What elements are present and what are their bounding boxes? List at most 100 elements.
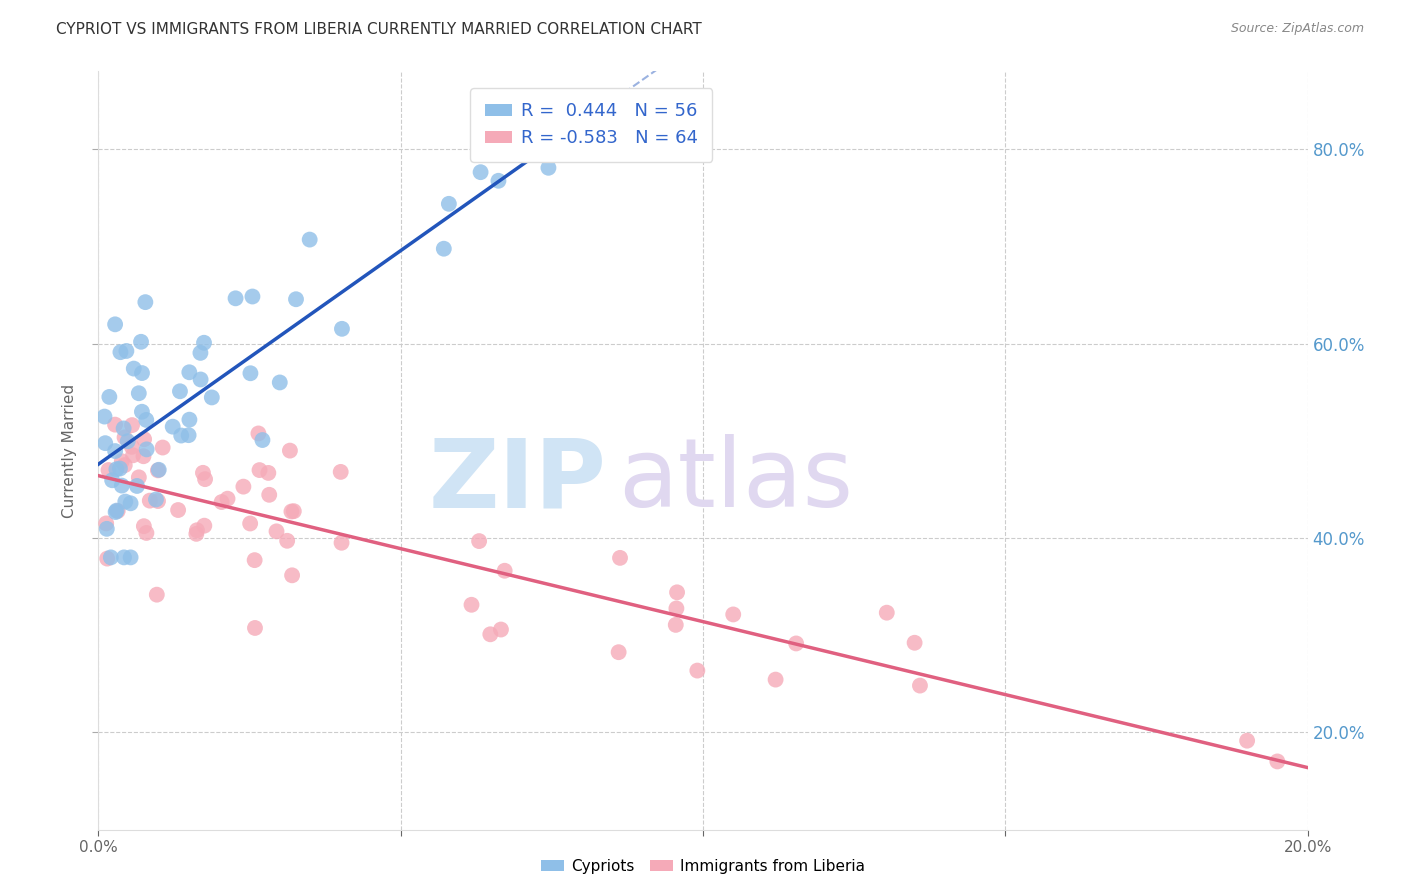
Point — [437, 196, 460, 211]
Point — [135, 413, 157, 427]
Point — [607, 645, 630, 659]
Point — [247, 426, 270, 441]
Point — [217, 491, 239, 506]
Point — [169, 384, 191, 399]
Point — [285, 292, 308, 306]
Point — [201, 391, 224, 405]
Point — [243, 553, 266, 567]
Point — [110, 345, 132, 359]
Point — [162, 419, 184, 434]
Point — [252, 433, 274, 447]
Y-axis label: Currently Married: Currently Married — [62, 384, 77, 517]
Point — [111, 454, 134, 468]
Point — [98, 390, 121, 404]
Point — [111, 478, 134, 492]
Point — [537, 161, 560, 175]
Point — [330, 535, 353, 549]
Point — [120, 496, 142, 510]
Point — [132, 432, 155, 446]
Point — [686, 664, 709, 678]
Point — [122, 361, 145, 376]
Point — [148, 463, 170, 477]
Point — [785, 636, 807, 650]
Point — [242, 289, 264, 303]
Point — [249, 463, 271, 477]
Point — [104, 417, 127, 432]
Point — [97, 463, 120, 477]
Text: ZIP: ZIP — [429, 434, 606, 527]
Point — [665, 601, 688, 615]
Point — [666, 585, 689, 599]
Point — [280, 504, 302, 518]
Point — [114, 494, 136, 508]
Legend: R =  0.444   N = 56, R = -0.583   N = 64: R = 0.444 N = 56, R = -0.583 N = 64 — [470, 88, 713, 161]
Point — [904, 636, 927, 650]
Point — [114, 430, 136, 444]
Point — [104, 318, 127, 332]
Point — [152, 441, 174, 455]
Point — [179, 412, 201, 426]
Point — [239, 516, 262, 531]
Point — [104, 444, 127, 458]
Point — [93, 409, 115, 424]
Point — [146, 588, 169, 602]
Point — [298, 233, 321, 247]
Point — [179, 365, 201, 379]
Point — [128, 470, 150, 484]
Point — [132, 519, 155, 533]
Point — [433, 242, 456, 256]
Point — [167, 503, 190, 517]
Text: atlas: atlas — [619, 434, 853, 527]
Point — [101, 473, 124, 487]
Point — [225, 291, 247, 305]
Text: CYPRIOT VS IMMIGRANTS FROM LIBERIA CURRENTLY MARRIED CORRELATION CHART: CYPRIOT VS IMMIGRANTS FROM LIBERIA CURRE… — [56, 22, 702, 37]
Point — [194, 472, 217, 486]
Point — [190, 346, 212, 360]
Point — [96, 551, 118, 566]
Point — [129, 334, 152, 349]
Point — [257, 488, 280, 502]
Point — [120, 550, 142, 565]
Point — [131, 405, 153, 419]
Point — [488, 174, 510, 188]
Text: Source: ZipAtlas.com: Source: ZipAtlas.com — [1230, 22, 1364, 36]
Point — [460, 598, 482, 612]
Point — [190, 372, 212, 386]
Point — [191, 466, 214, 480]
Point — [107, 504, 129, 518]
Point — [170, 428, 193, 442]
Point — [139, 493, 162, 508]
Point — [112, 550, 135, 565]
Point — [117, 434, 139, 449]
Point — [108, 461, 131, 475]
Point — [105, 462, 128, 476]
Point — [723, 607, 745, 622]
Point — [908, 679, 931, 693]
Point — [1267, 755, 1289, 769]
Point — [1236, 733, 1258, 747]
Point — [100, 550, 122, 565]
Point — [122, 448, 145, 462]
Point — [146, 494, 169, 508]
Point — [121, 418, 143, 433]
Point — [479, 627, 502, 641]
Point — [131, 366, 153, 380]
Point — [609, 550, 631, 565]
Point — [765, 673, 787, 687]
Point — [128, 386, 150, 401]
Point — [489, 623, 512, 637]
Point — [135, 525, 157, 540]
Point — [121, 440, 143, 454]
Point — [281, 568, 304, 582]
Point — [94, 436, 117, 450]
Point — [104, 505, 127, 519]
Point — [330, 322, 353, 336]
Point — [186, 526, 208, 541]
Point — [145, 492, 167, 507]
Point — [177, 428, 200, 442]
Point — [468, 534, 491, 549]
Point — [115, 343, 138, 358]
Legend: Cypriots, Immigrants from Liberia: Cypriots, Immigrants from Liberia — [534, 853, 872, 880]
Point — [278, 443, 301, 458]
Point — [105, 503, 128, 517]
